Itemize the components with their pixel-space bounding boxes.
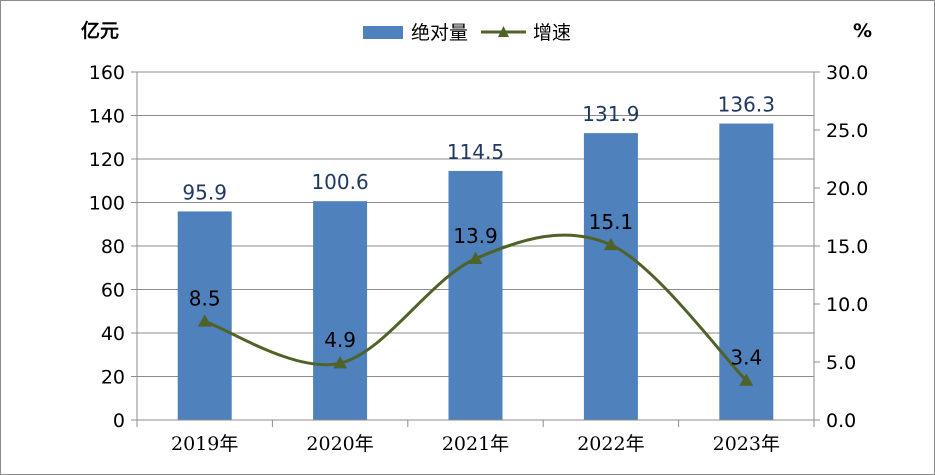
bar (313, 201, 368, 420)
growth-point (468, 251, 483, 265)
bar (448, 170, 503, 420)
right-axis-unit: % (853, 20, 872, 42)
data-labels: 95.9 100.6 114.5 131.9 136.3 8.5 4.9 13.9 15.1 3.… (182, 93, 774, 370)
left-axis-tick-label: 140 (89, 106, 125, 128)
bar (719, 123, 774, 421)
left-axis-tick-label: 20 (101, 367, 125, 389)
legend-bar-label: 绝对量 (411, 22, 468, 44)
line-series-growth (197, 233, 754, 386)
right-axis-tick-label: 15.0 (826, 236, 868, 258)
growth-value-label: 15.1 (589, 210, 634, 234)
left-axis-tick-label: 80 (101, 236, 125, 258)
left-axis-tick-label: 60 (101, 280, 125, 302)
right-axis-tick-label: 20.0 (826, 178, 868, 200)
legend-triangle-marker (498, 26, 509, 37)
growth-value-label: 4.9 (324, 328, 356, 352)
left-axis-tick-label: 160 (89, 62, 125, 84)
bar-value-label: 95.9 (182, 180, 227, 204)
legend-bar-swatch (363, 26, 403, 39)
right-axis-tick-label: 5.0 (826, 352, 856, 374)
growth-point (603, 237, 618, 251)
legend: 绝对量 增速 (363, 22, 571, 44)
axes: 0 20 40 60 80 100 120 140 160 0.0 5.0 10.0 15.0 20.0 2… (89, 62, 869, 455)
x-axis-tick-label: 2019年 (171, 433, 238, 455)
bar (583, 133, 638, 420)
left-axis-tick-label: 0 (113, 410, 125, 432)
growth-point (739, 373, 754, 386)
growth-value-label: 13.9 (453, 224, 498, 248)
x-axis-tick-label: 2020年 (306, 433, 373, 455)
bar-series-absolute (177, 123, 774, 421)
x-axis-tick-label: 2022年 (577, 433, 644, 455)
growth-point (333, 356, 348, 369)
left-axis-unit: 亿元 (81, 19, 119, 42)
bar-value-label: 100.6 (311, 170, 368, 194)
x-axis-tick-label: 2023年 (713, 433, 780, 455)
x-axis-tick-label: 2021年 (442, 433, 509, 455)
right-axis-tick-label: 0.0 (826, 410, 856, 432)
legend-line-label: 增速 (533, 22, 571, 44)
left-axis-tick-label: 120 (89, 149, 125, 171)
bar-value-label: 114.5 (447, 140, 504, 164)
right-axis-tick-label: 30.0 (826, 62, 868, 84)
growth-value-label: 8.5 (189, 286, 221, 310)
left-axis-tick-label: 100 (89, 193, 125, 215)
right-axis-tick-label: 10.0 (826, 294, 868, 316)
right-axis-tick-label: 25.0 (826, 120, 868, 142)
left-axis-tick-label: 40 (101, 323, 125, 345)
bar-value-label: 136.3 (718, 93, 775, 117)
growth-value-label: 3.4 (730, 346, 762, 370)
bar-value-label: 131.9 (582, 102, 639, 126)
growth-point (197, 314, 212, 327)
